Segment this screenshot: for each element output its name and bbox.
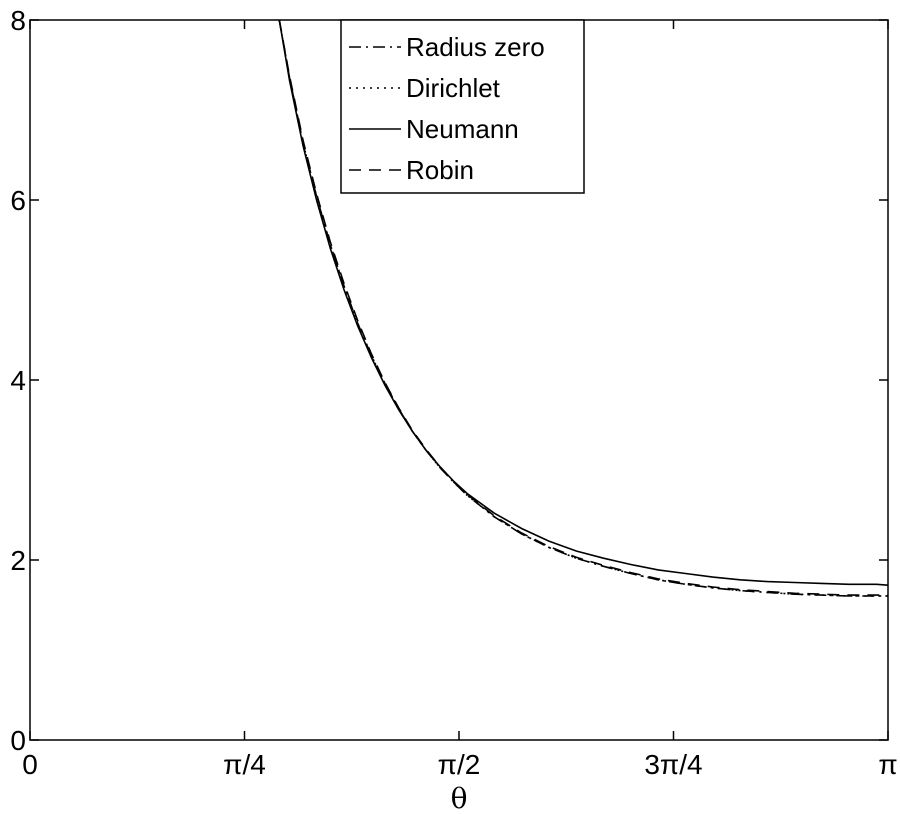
legend-label: Dirichlet [406, 73, 501, 103]
y-tick-label: 4 [10, 365, 26, 396]
series-line-dirichlet [278, 20, 888, 597]
x-axis-label: θ [451, 782, 468, 814]
legend-label: Robin [406, 155, 474, 185]
x-tick-label: 3π/4 [644, 749, 702, 780]
y-tick-label: 6 [10, 185, 26, 216]
legend-label: Neumann [406, 114, 519, 144]
series-lines [278, 20, 888, 597]
legend-label: Radius zero [406, 32, 545, 62]
x-tick-label: π [878, 749, 897, 780]
series-line-robin [278, 20, 888, 596]
y-tick-label: 0 [10, 725, 26, 756]
x-tick-label: π/4 [223, 749, 266, 780]
y-tick-label: 2 [10, 545, 26, 576]
axis-ticks: 0 π/4 π/2 3π/4 π 0 2 4 6 8 [10, 5, 897, 780]
x-tick-label: π/2 [438, 749, 481, 780]
series-line-neumann [278, 20, 888, 586]
legend-box [340, 19, 585, 194]
y-tick-label: 8 [10, 5, 26, 36]
x-tick-label: 0 [22, 749, 38, 780]
legend: Radius zero Dirichlet Neumann Robin [340, 19, 585, 194]
